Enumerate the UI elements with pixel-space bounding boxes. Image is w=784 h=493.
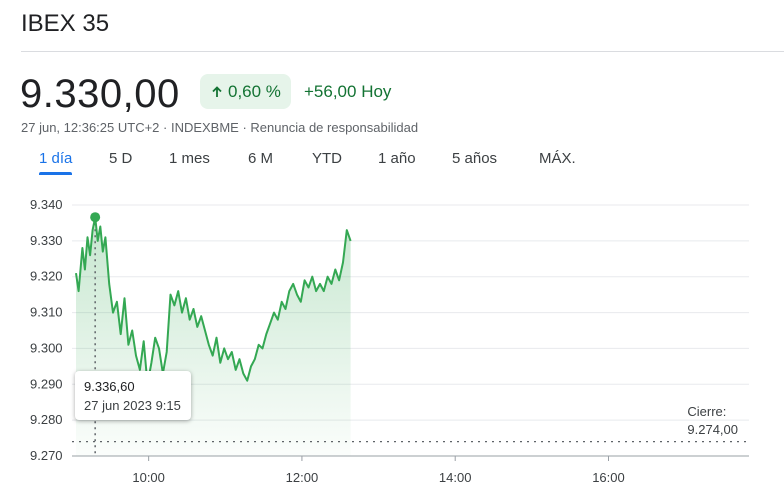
- x-tick-label: 14:00: [439, 470, 472, 485]
- tooltip-value: 9.336,60: [84, 379, 135, 394]
- tab-5-days[interactable]: 5 D: [109, 150, 133, 167]
- tab-1-month[interactable]: 1 mes: [169, 150, 210, 167]
- x-tick-label: 12:00: [286, 470, 319, 485]
- x-tick-label: 10:00: [132, 470, 165, 485]
- tab-max[interactable]: MÁX.: [539, 150, 576, 167]
- change-percent-badge: 0,60 %: [200, 74, 291, 109]
- hover-point-marker: [90, 212, 101, 223]
- tab-1-year[interactable]: 1 año: [378, 150, 416, 167]
- y-tick-label: 9.290: [30, 376, 63, 391]
- previous-close-label: Cierre: 9.274,00: [687, 403, 738, 439]
- quote-meta: 27 jun, 12:36:25 UTC+2 · INDEXBME · Renu…: [21, 120, 419, 135]
- x-tick-label: 16:00: [592, 470, 625, 485]
- y-tick-label: 9.320: [30, 269, 63, 284]
- current-price: 9.330,00: [20, 72, 180, 116]
- price-chart[interactable]: 9.340 9.330 9.320 9.310 9.300 9.290 9.280 9.270…: [0, 190, 784, 493]
- y-tick-label: 9.310: [30, 305, 63, 320]
- hover-tooltip: 9.336,60 27 jun 2023 9:15: [75, 371, 191, 420]
- arrow-up-icon: [212, 85, 222, 97]
- close-label: Cierre:: [687, 404, 727, 419]
- y-tick-label: 9.280: [30, 412, 63, 427]
- tooltip-datetime: 27 jun 2023 9:15: [84, 398, 181, 413]
- active-tab-indicator: [39, 172, 72, 175]
- change-absolute: +56,00 Hoy: [304, 82, 392, 101]
- tab-5-years[interactable]: 5 años: [452, 150, 498, 167]
- y-tick-label: 9.300: [30, 340, 63, 355]
- y-tick-label: 9.330: [30, 233, 63, 248]
- header-divider: [21, 51, 784, 52]
- change-percent-text: 0,60 %: [228, 82, 281, 101]
- y-tick-label: 9.270: [30, 448, 63, 463]
- price-area-fill: [76, 217, 351, 456]
- index-title: IBEX 35: [21, 10, 110, 37]
- price-line: [75, 216, 352, 386]
- tab-6-months[interactable]: 6 M: [248, 150, 274, 167]
- tab-ytd[interactable]: YTD: [312, 150, 342, 167]
- close-value: 9.274,00: [687, 422, 738, 437]
- tab-1-day[interactable]: 1 día: [39, 150, 73, 167]
- y-tick-label: 9.340: [30, 197, 63, 212]
